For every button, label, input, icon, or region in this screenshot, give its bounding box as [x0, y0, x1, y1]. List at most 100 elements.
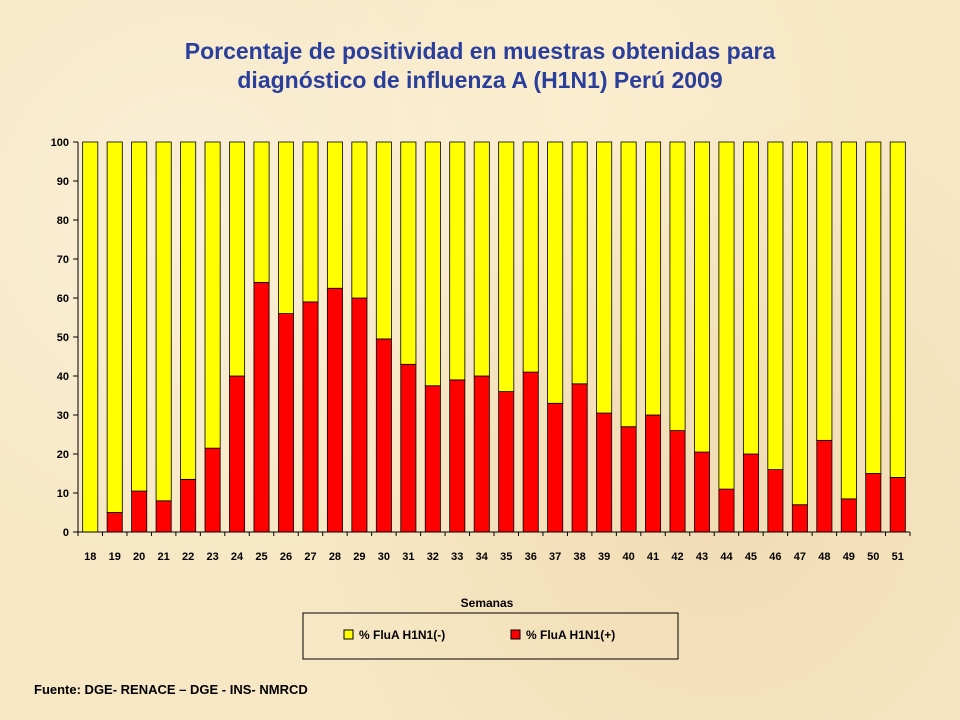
bar-negative-week-35 [498, 141, 515, 393]
bar-positive-week-46 [767, 469, 784, 533]
legend-label-positive: % FluA H1N1(+) [526, 628, 615, 642]
bar-negative-week-30 [375, 141, 392, 340]
y-tick-label: 60 [57, 293, 69, 305]
bar-positive-week-36 [522, 371, 539, 533]
bar-negative-week-47 [791, 141, 808, 506]
bar-positive-week-43 [694, 451, 710, 533]
y-tick-label: 80 [57, 215, 69, 227]
bar-negative-week-18 [82, 141, 99, 533]
x-tick-label: 42 [671, 551, 683, 563]
bar-positive-week-44 [718, 488, 735, 533]
bar-positive-week-40 [620, 426, 637, 533]
bar-positive-week-49 [840, 498, 857, 533]
bar-positive-week-51 [889, 476, 906, 533]
x-tick-label: 21 [158, 551, 170, 563]
x-tick-label: 20 [133, 551, 145, 563]
chart-title-line-1: Porcentaje de positividad en muestras ob… [184, 38, 776, 64]
x-tick-label: 44 [720, 551, 733, 563]
bar-negative-week-27 [302, 141, 319, 303]
bar-positive-week-22 [180, 478, 197, 533]
x-tick-label: 23 [206, 551, 218, 563]
x-tick-label: 36 [525, 551, 537, 563]
bar-positive-week-38 [571, 383, 588, 533]
bar-negative-week-29 [351, 141, 368, 299]
legend-box [302, 612, 679, 660]
bar-negative-week-51 [889, 141, 906, 478]
bar-positive-week-24 [229, 375, 246, 533]
bar-negative-week-28 [326, 141, 343, 289]
x-tick-label: 43 [696, 551, 708, 563]
bar-negative-week-45 [742, 141, 759, 455]
bar-negative-week-40 [620, 141, 637, 428]
bar-positive-week-30 [375, 338, 392, 533]
x-tick-label: 47 [794, 551, 806, 563]
bar-positive-week-48 [816, 439, 833, 533]
bar-positive-week-25 [253, 281, 270, 533]
y-tick-label: 70 [57, 254, 69, 266]
x-tick-label: 31 [402, 551, 414, 563]
x-tick-label: 41 [647, 551, 659, 563]
x-tick-label: 24 [231, 551, 244, 563]
x-tick-label: 40 [622, 551, 634, 563]
bar-positive-week-45 [742, 453, 759, 533]
x-axis-title: Semanas [461, 596, 514, 610]
bar-negative-week-21 [155, 141, 172, 502]
y-tick-label: 0 [63, 527, 69, 539]
legend-swatch-positive [510, 629, 521, 640]
x-tick-label: 30 [378, 551, 390, 563]
bar-positive-week-27 [302, 301, 319, 533]
y-tick-label: 100 [51, 137, 69, 149]
bar-positive-week-32 [424, 385, 441, 533]
bar-positive-week-37 [547, 402, 564, 533]
bar-negative-week-25 [253, 141, 270, 283]
chart-title-line-2: diagnóstico de influenza A (H1N1) Perú 2… [237, 67, 723, 93]
x-tick-label: 29 [353, 551, 365, 563]
bar-positive-week-42 [669, 430, 686, 533]
legend-swatch-negative [343, 629, 354, 640]
bar-negative-week-31 [400, 141, 417, 365]
bar-negative-week-44 [718, 141, 735, 490]
bar-negative-week-39 [596, 141, 613, 414]
bar-negative-week-41 [645, 141, 662, 416]
bar-positive-week-26 [278, 313, 294, 533]
y-axis: 0 10 20 30 40 50 60 70 80 90 100 [51, 137, 79, 539]
x-tick-label: 19 [109, 551, 121, 563]
bar-negative-week-49 [840, 141, 857, 500]
bar-negative-week-23 [204, 141, 221, 449]
bar-negative-week-38 [571, 141, 588, 385]
bar-positive-week-29 [351, 297, 368, 533]
x-tick-label: 37 [549, 551, 561, 563]
bar-positive-week-34 [473, 375, 490, 533]
y-tick-label: 30 [57, 410, 69, 422]
y-tick-label: 90 [57, 176, 69, 188]
y-tick-label: 50 [57, 332, 69, 344]
bars [82, 141, 906, 533]
x-tick-label: 22 [182, 551, 194, 563]
bar-negative-week-24 [229, 141, 246, 377]
x-tick-label: 50 [867, 551, 879, 563]
bar-positive-week-28 [326, 287, 343, 533]
bar-negative-week-43 [694, 141, 710, 453]
bar-negative-week-26 [278, 141, 294, 315]
source-note: Fuente: DGE- RENACE – DGE - INS- NMRCD [34, 682, 308, 697]
y-tick-label: 40 [57, 371, 69, 383]
bar-positive-week-19 [106, 512, 123, 533]
bar-positive-week-21 [155, 500, 172, 533]
bar-negative-week-48 [816, 141, 833, 441]
bar-positive-week-39 [596, 412, 613, 533]
x-tick-label: 26 [280, 551, 292, 563]
x-tick-label: 33 [451, 551, 463, 563]
bar-negative-week-42 [669, 141, 686, 432]
bar-negative-week-33 [449, 141, 466, 381]
bar-negative-week-34 [473, 141, 490, 377]
x-tick-label: 35 [500, 551, 512, 563]
legend: % FluA H1N1(-) % FluA H1N1(+) [302, 612, 679, 660]
x-tick-label: 51 [892, 551, 904, 563]
bar-negative-week-22 [180, 141, 197, 480]
bar-positive-week-23 [204, 447, 221, 533]
x-tick-label: 25 [255, 551, 267, 563]
x-tick-label: 28 [329, 551, 341, 563]
bar-positive-week-41 [645, 414, 662, 533]
bar-positive-week-47 [791, 504, 808, 533]
